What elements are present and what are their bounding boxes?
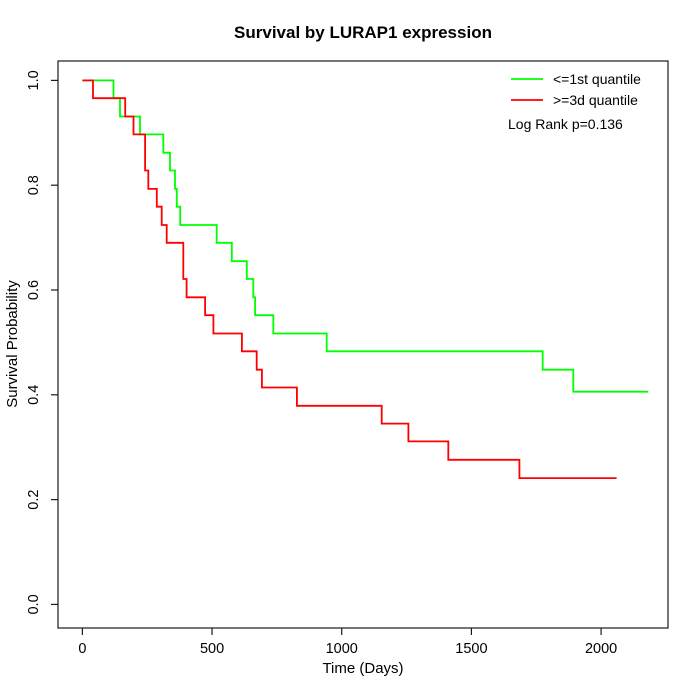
y-tick-label: 0.6: [26, 280, 42, 300]
x-tick-label: 1500: [455, 641, 487, 657]
legend-label-first-quantile: <=1st quantile: [553, 71, 641, 87]
chart-title: Survival by LURAP1 expression: [234, 23, 492, 42]
y-axis-label: Survival Probability: [4, 280, 21, 408]
x-tick-label: 1000: [326, 641, 358, 657]
x-tick-label: 500: [200, 641, 224, 657]
x-tick-label: 0: [78, 641, 86, 657]
plot-content: 0 500 1000 1500 2000 0.0 0.2 0.4 0.6 0.8 1.0: [26, 70, 649, 657]
plot-box: [57, 60, 669, 629]
x-tick-label: 2000: [585, 641, 617, 657]
legend-label-third-quantile: >=3d quantile: [553, 92, 638, 108]
survival-curve-low-expression: [82, 79, 649, 393]
survival-curve-high-expression: [82, 79, 617, 479]
y-tick-label: 1.0: [26, 70, 42, 90]
log-rank-annotation: Log Rank p=0.136: [508, 116, 623, 132]
x-axis-label: Time (Days): [322, 660, 403, 677]
y-tick-label: 0.4: [26, 385, 42, 405]
y-tick-label: 0.8: [26, 175, 42, 195]
y-tick-label: 0.2: [26, 490, 42, 510]
y-tick-label: 0.0: [26, 594, 42, 614]
